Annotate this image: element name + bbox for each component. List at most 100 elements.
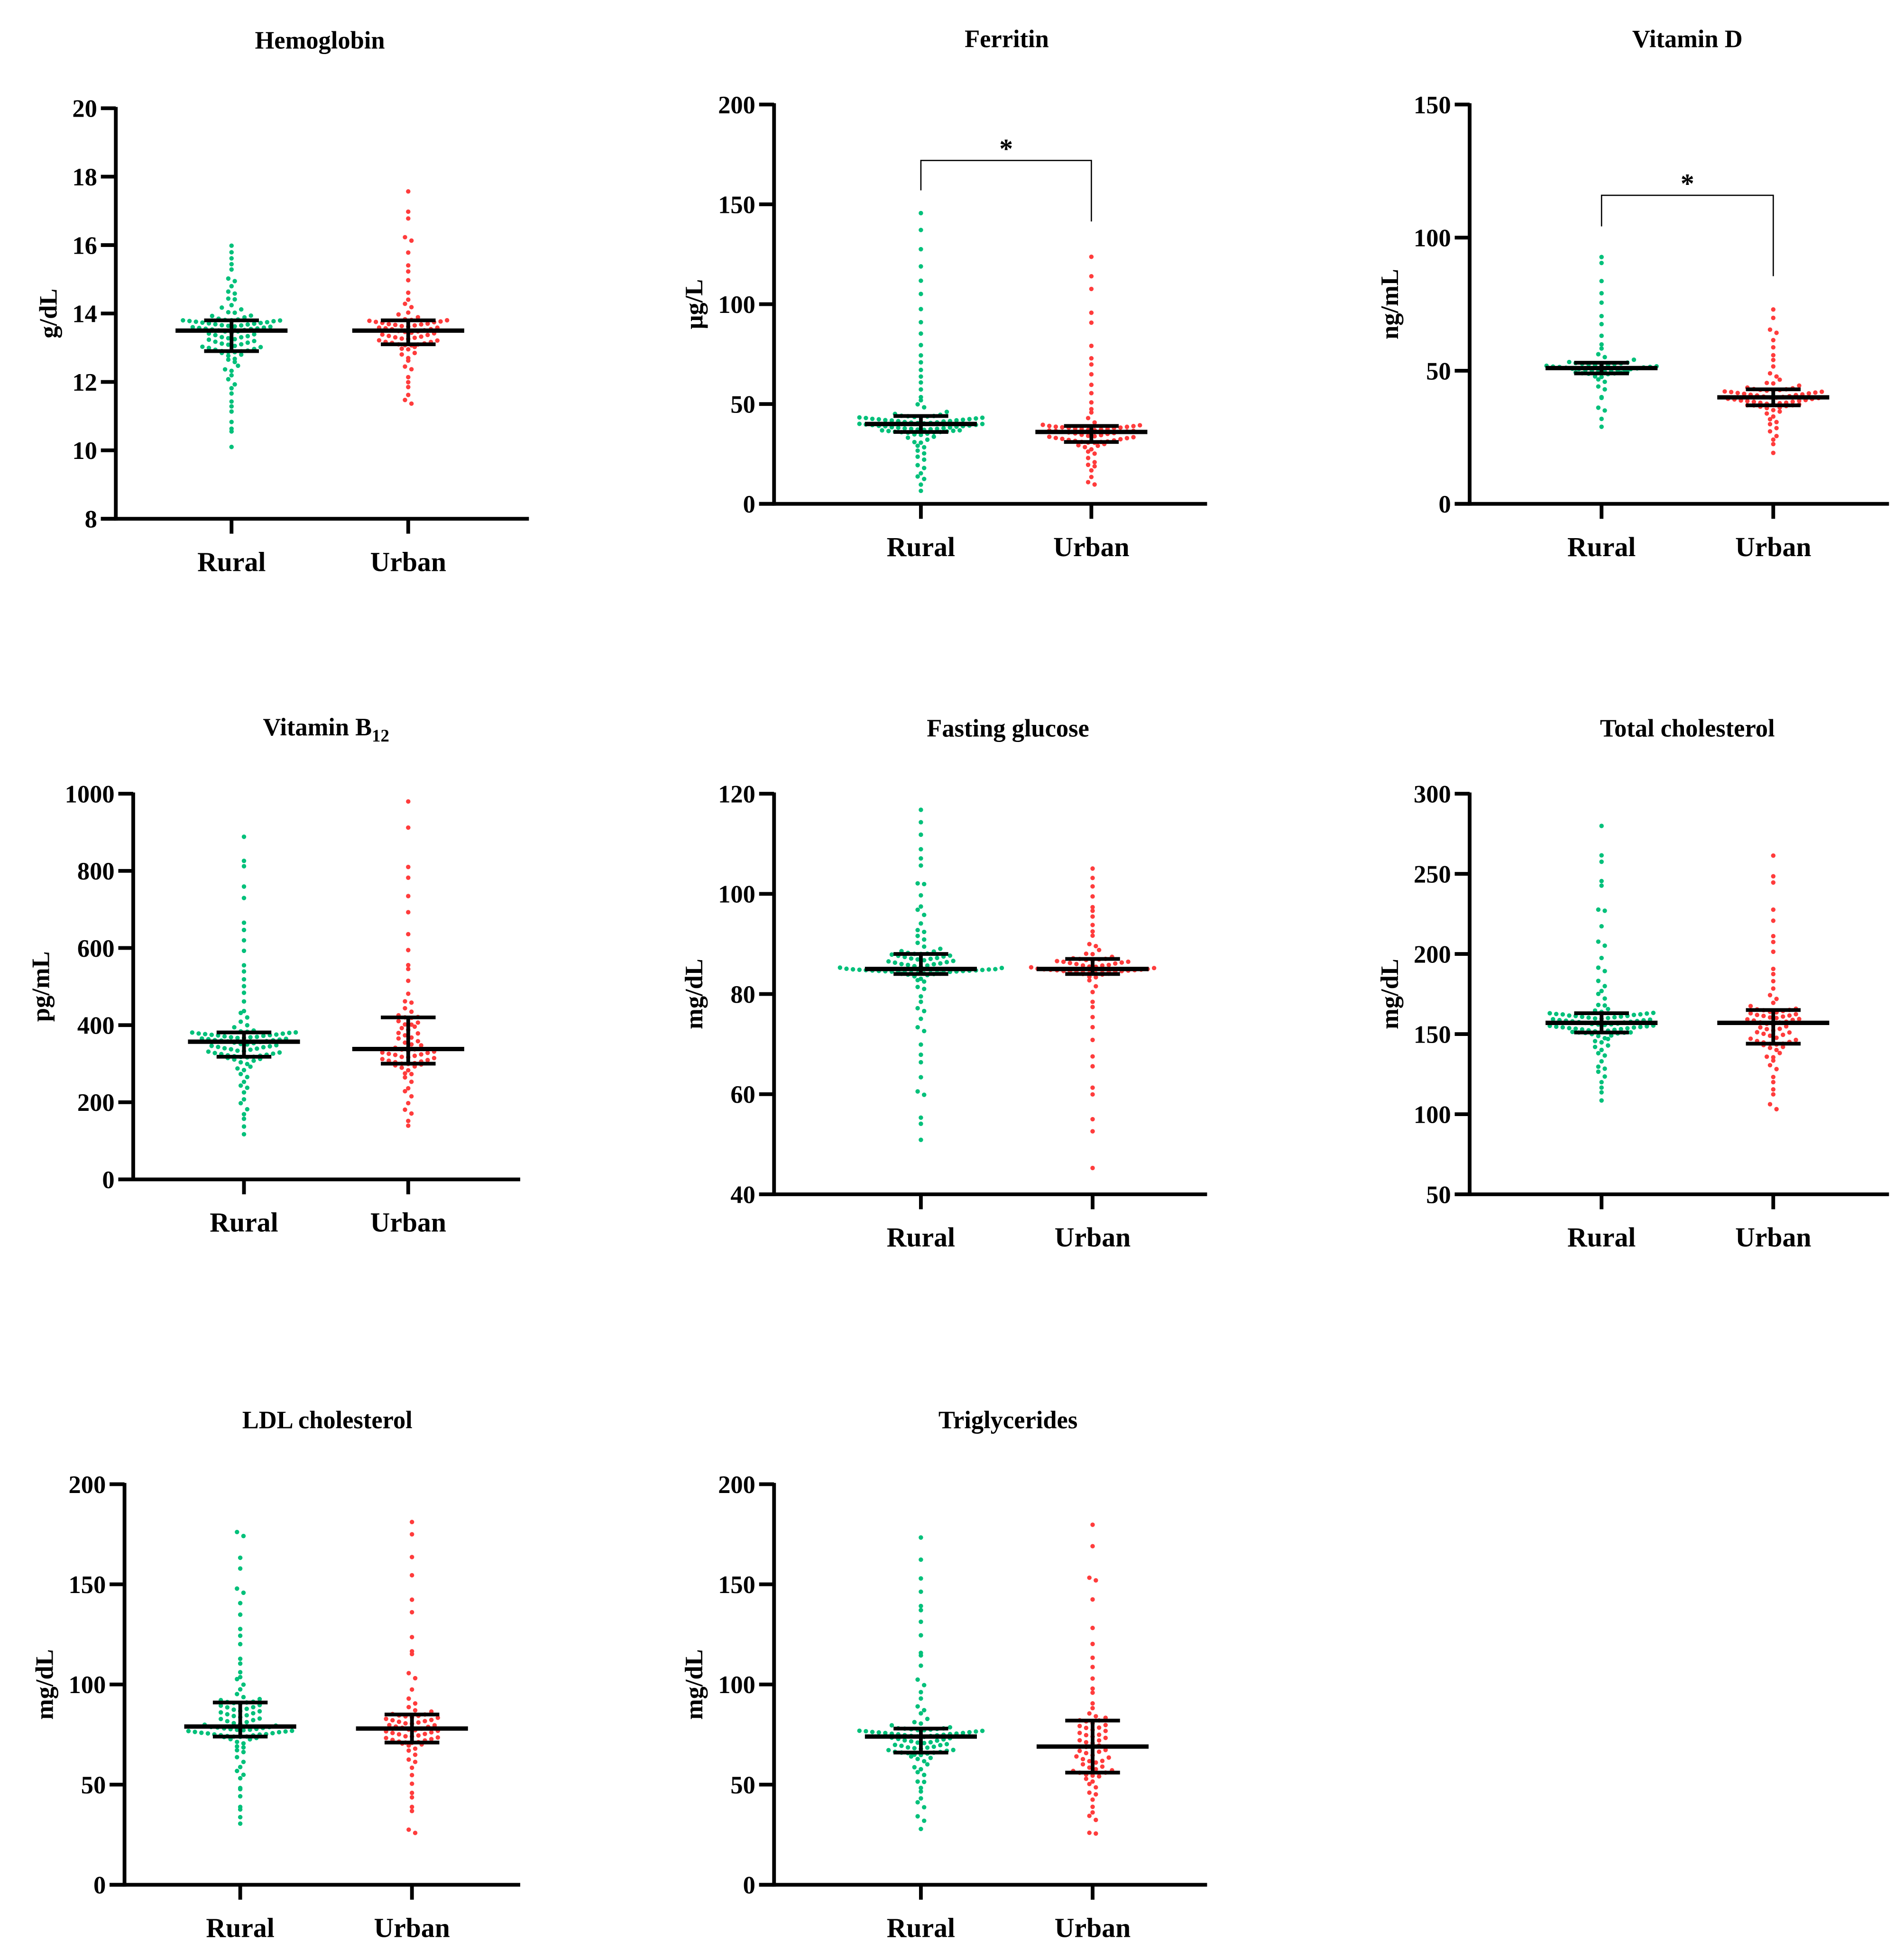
data-point-rural [1573,1026,1578,1031]
data-point-rural [241,938,247,943]
data-point-rural [238,1786,243,1792]
data-point-rural [238,1060,243,1065]
data-point-rural [1602,1053,1607,1058]
data-point-urban [1100,1759,1105,1763]
data-point-urban [1077,1723,1082,1729]
data-point-rural [844,966,849,971]
data-point-urban [409,1520,414,1524]
data-point-urban [1771,408,1776,412]
data-point-rural [265,320,269,325]
data-point-rural [283,1729,288,1734]
data-point-rural [222,1046,227,1051]
data-point-rural [922,451,927,456]
data-point-rural [925,1716,930,1722]
data-point-rural [212,1051,217,1055]
data-point-rural [886,959,891,964]
data-point-urban [1089,468,1094,473]
data-point-rural [944,960,949,965]
data-point-rural [206,337,212,342]
data-point-urban [1771,381,1776,386]
data-point-urban [1080,1757,1085,1762]
chart-panel-3: Vitamin B12 0 200 400 600 800 1000 pg/mL Rural Ur… [28,714,520,1238]
data-point-rural [886,429,891,433]
data-point-rural [238,1656,243,1661]
data-point-rural [226,323,231,329]
data-point-rural [1596,1034,1601,1038]
chart-title: Vitamin D [1632,26,1743,53]
y-tick-label: 50 [1426,1181,1451,1209]
data-point-rural [251,1704,256,1710]
data-point-rural [1599,395,1604,400]
data-point-rural [870,1730,875,1734]
chart-title: Triglycerides [938,1406,1077,1434]
data-point-rural [238,1765,243,1769]
data-point-rural [1651,1010,1656,1016]
data-point-rural [1599,883,1604,888]
data-point-urban [1771,918,1776,923]
data-point-rural [912,440,917,445]
data-point-rural [229,404,234,409]
data-point-urban [1722,389,1727,394]
data-point-urban [1080,1762,1085,1767]
data-point-rural [1599,824,1604,828]
data-point-rural [1599,879,1604,884]
data-point-urban [406,864,411,870]
data-point-rural [241,884,247,889]
data-point-rural [241,1772,246,1777]
data-point-rural [277,1050,282,1055]
data-point-urban [1103,1722,1108,1728]
data-point-rural [226,342,231,347]
y-tick-label: 200 [77,1089,115,1117]
data-point-rural [232,297,237,302]
data-point-rural [915,448,920,453]
data-point-urban [1729,390,1734,394]
data-point-rural [248,1047,253,1052]
x-tick-label: Urban [370,547,446,577]
data-point-urban [1089,254,1094,259]
data-point-rural [238,1633,243,1638]
data-point-rural [980,968,985,972]
data-point-urban [406,209,411,214]
data-point-urban [413,1708,418,1713]
data-point-urban [409,1651,414,1657]
x-tick-label: Urban [1735,532,1811,562]
data-point-rural [919,367,923,373]
data-point-rural [232,310,237,315]
data-point-urban [423,1731,427,1736]
data-point-urban [386,333,391,339]
data-point-urban [1084,1740,1089,1745]
y-axis-label: mg/dL [1376,959,1404,1029]
y-tick-label: 1000 [65,780,115,808]
data-point-urban [409,1765,414,1770]
data-point-rural [231,1707,236,1712]
data-point-rural [232,343,237,348]
data-point-urban [1090,1064,1095,1069]
data-point-urban [1090,894,1095,899]
data-point-urban [406,875,411,880]
data-point-rural [922,937,927,942]
data-point-rural [902,426,907,431]
data-point-rural [986,967,991,972]
data-point-rural [928,956,933,962]
data-point-urban [1085,449,1091,454]
data-point-urban [380,1050,385,1055]
data-point-rural [909,1739,914,1744]
data-point-rural [919,380,923,385]
data-point-rural [957,428,962,433]
data-point-urban [413,1701,418,1706]
data-point-rural [205,1731,211,1736]
data-point-urban [1090,1544,1095,1548]
data-point-rural [245,334,250,339]
data-point-urban [403,1006,407,1011]
data-point-urban [412,335,417,340]
data-point-urban [1094,944,1098,949]
data-point-urban [409,1079,414,1084]
significance-bracket [920,160,1092,222]
data-point-rural [241,999,247,1004]
data-point-rural [919,1633,923,1638]
data-point-rural [892,1742,898,1747]
y-tick-label: 150 [718,1571,755,1599]
data-point-urban [1089,382,1094,387]
data-point-rural [235,1586,239,1591]
data-point-urban [1790,399,1795,404]
